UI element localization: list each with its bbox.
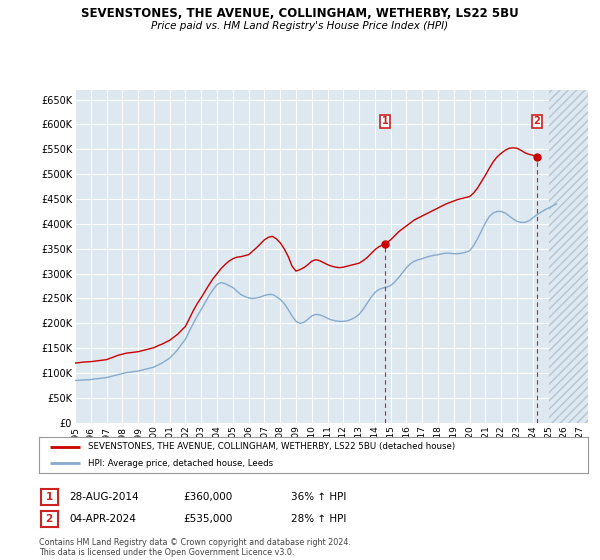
Text: Price paid vs. HM Land Registry's House Price Index (HPI): Price paid vs. HM Land Registry's House … [151,21,449,31]
Bar [548,90,588,423]
Text: 2: 2 [533,116,541,126]
Text: SEVENSTONES, THE AVENUE, COLLINGHAM, WETHERBY, LS22 5BU: SEVENSTONES, THE AVENUE, COLLINGHAM, WET… [81,7,519,20]
Text: 28-AUG-2014: 28-AUG-2014 [69,492,139,502]
Text: Contains HM Land Registry data © Crown copyright and database right 2024.
This d: Contains HM Land Registry data © Crown c… [39,538,351,557]
Text: 1: 1 [46,492,53,502]
Bar [548,90,588,423]
Text: 1: 1 [382,116,389,126]
Text: HPI: Average price, detached house, Leeds: HPI: Average price, detached house, Leed… [88,459,274,468]
Text: 36% ↑ HPI: 36% ↑ HPI [291,492,346,502]
Text: SEVENSTONES, THE AVENUE, COLLINGHAM, WETHERBY, LS22 5BU (detached house): SEVENSTONES, THE AVENUE, COLLINGHAM, WET… [88,442,455,451]
Text: £535,000: £535,000 [183,514,232,524]
Text: 28% ↑ HPI: 28% ↑ HPI [291,514,346,524]
Text: £360,000: £360,000 [183,492,232,502]
Text: 2: 2 [46,514,53,524]
Text: 04-APR-2024: 04-APR-2024 [69,514,136,524]
